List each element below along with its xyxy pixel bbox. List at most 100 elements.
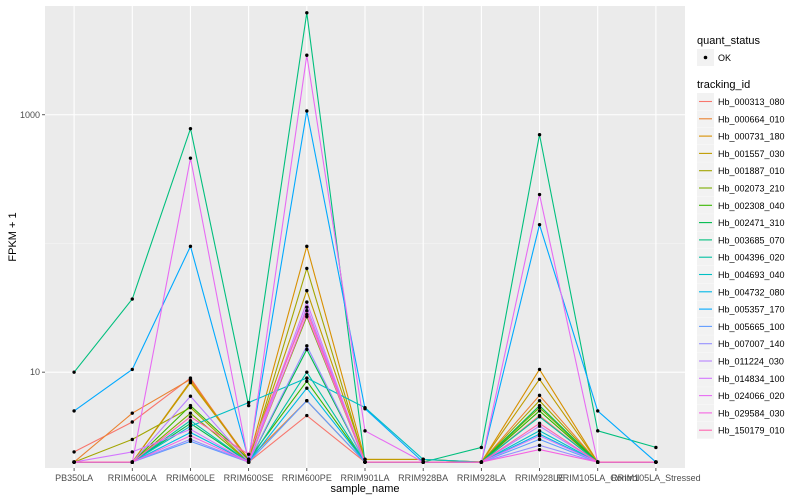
data-point — [363, 407, 367, 411]
data-point — [130, 437, 134, 442]
data-point — [305, 379, 309, 383]
data-point — [305, 344, 309, 348]
data-point — [72, 409, 76, 413]
data-point — [421, 457, 425, 462]
legend-label: Hb_001887_010 — [718, 166, 785, 176]
legend-label: Hb_005357_170 — [718, 305, 785, 315]
data-point — [305, 11, 309, 15]
data-point — [188, 418, 193, 423]
data-point — [363, 457, 367, 462]
data-point — [479, 460, 484, 464]
x-tick-label: RRIM928LE — [515, 473, 564, 483]
data-point — [72, 450, 76, 454]
data-point — [537, 437, 542, 442]
data-point — [537, 415, 542, 419]
data-point — [305, 347, 309, 352]
data-point — [305, 386, 309, 390]
data-point — [537, 429, 542, 433]
data-point — [537, 409, 542, 413]
data-point — [188, 421, 193, 426]
data-point — [537, 434, 542, 438]
legend-label: Hb_029584_030 — [718, 408, 785, 418]
legend-label-ok: OK — [718, 53, 731, 63]
legend-label: Hb_011224_030 — [718, 357, 784, 367]
x-axis-ticks: PB350LA RRIM600LA RRIM600LE RRIM600SE RRIM60… — [55, 468, 701, 483]
data-point — [654, 460, 658, 464]
data-point — [654, 445, 658, 450]
legend-label: Hb_000731_180 — [718, 132, 785, 142]
data-point — [537, 399, 542, 403]
legend-title-tracking-id: tracking_id — [697, 79, 750, 91]
legend-label: Hb_004732_080 — [718, 287, 785, 297]
data-point — [130, 420, 134, 424]
data-point — [188, 427, 193, 431]
data-point — [188, 380, 193, 385]
legend: quant_status OK tracking_id Hb_000313_08… — [697, 35, 785, 439]
data-point — [537, 393, 542, 398]
x-tick-label: RRIM600SE — [224, 473, 274, 483]
data-point — [596, 429, 600, 433]
data-point — [596, 460, 600, 464]
legend-title-quant-status: quant_status — [697, 35, 760, 47]
legend-label: Hb_003685_070 — [718, 235, 785, 245]
data-point — [188, 434, 193, 438]
legend-label: Hb_002073_210 — [718, 184, 785, 194]
legend-label: Hb_000313_080 — [718, 97, 785, 107]
x-tick-label: RRIM105LA_Control — [556, 473, 639, 483]
legend-label: Hb_000664_010 — [718, 114, 785, 124]
data-point — [305, 288, 309, 293]
data-point — [537, 367, 542, 372]
data-point — [537, 222, 542, 227]
data-point — [537, 447, 542, 452]
data-point — [188, 403, 193, 408]
data-point — [188, 415, 193, 419]
data-point — [537, 377, 542, 382]
data-point — [421, 460, 425, 464]
data-point — [246, 400, 251, 405]
data-point — [130, 411, 134, 415]
data-point — [188, 411, 193, 415]
x-tick-label: PB350LA — [55, 473, 93, 483]
data-point — [537, 192, 542, 197]
legend-label: Hb_007007_140 — [718, 339, 785, 349]
data-point — [188, 156, 193, 160]
data-point — [479, 445, 484, 450]
data-point — [537, 132, 542, 137]
data-point — [188, 126, 193, 131]
x-tick-label: RRIM105LA_Stressed — [611, 473, 701, 483]
x-tick-label: RRIM600PE — [282, 473, 332, 483]
data-point — [72, 460, 76, 464]
legend-label: Hb_150179_010 — [718, 426, 785, 436]
data-point — [246, 460, 251, 464]
data-point — [305, 413, 309, 418]
legend-label: Hb_024066_020 — [718, 391, 785, 401]
series-points — [72, 11, 658, 464]
legend-series-items: Hb_000313_080 Hb_000664_010 Hb_000731_180 H… — [697, 93, 785, 439]
y-tick-label: 1000 — [20, 110, 40, 120]
data-point — [246, 452, 251, 456]
y-axis-ticks: 10 1000 — [20, 110, 45, 377]
data-point — [188, 430, 193, 435]
data-point — [537, 443, 542, 448]
data-point — [363, 460, 367, 464]
legend-label: Hb_005665_100 — [718, 322, 785, 332]
data-point — [305, 244, 309, 249]
x-tick-label: RRIM928BA — [398, 473, 448, 483]
data-point — [305, 399, 309, 403]
data-point — [246, 403, 251, 408]
legend-label: Hb_002308_040 — [718, 201, 785, 211]
x-axis-title: sample_name — [330, 483, 399, 495]
data-point — [537, 403, 542, 408]
x-tick-label: RRIM600LE — [166, 473, 215, 483]
x-tick-label: RRIM600LA — [108, 473, 157, 483]
y-tick-label: 10 — [30, 367, 40, 377]
data-point — [305, 300, 309, 304]
data-point — [363, 429, 367, 433]
data-point — [246, 457, 251, 462]
data-point — [130, 450, 134, 454]
data-point — [72, 370, 76, 374]
data-point — [130, 297, 134, 301]
legend-label: Hb_014834_100 — [718, 374, 785, 384]
data-point — [188, 424, 193, 428]
